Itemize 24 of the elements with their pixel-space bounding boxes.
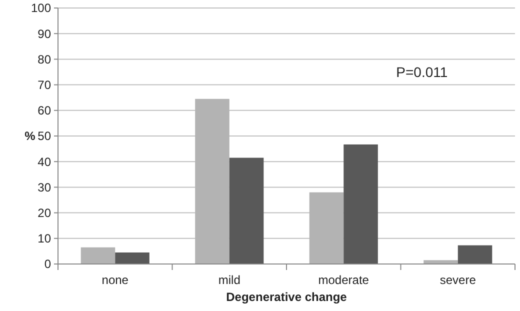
bar <box>229 158 264 264</box>
y-axis-title: % <box>24 129 36 143</box>
y-tick-label: 10 <box>38 232 52 246</box>
bar <box>115 252 150 264</box>
y-tick-label: 60 <box>38 104 52 118</box>
y-tick-label: 30 <box>38 180 52 194</box>
y-tick-label: 70 <box>38 78 52 92</box>
x-tick-label: none <box>102 273 129 287</box>
y-tick-label: 100 <box>30 1 52 16</box>
y-tick-label: 90 <box>38 26 52 41</box>
x-axis-title: Degenerative change <box>226 290 348 304</box>
x-tick-label: severe <box>440 273 476 287</box>
bar <box>80 247 116 264</box>
x-tick-label: mild <box>218 273 240 287</box>
bar <box>458 245 492 264</box>
x-tick-label: moderate <box>318 273 370 287</box>
annotation: P=0.011 <box>396 64 448 80</box>
bar <box>344 144 378 264</box>
y-tick-label: 80 <box>38 52 52 66</box>
y-tick-label: 20 <box>38 206 52 220</box>
y-tick-label: 0 <box>44 257 52 272</box>
y-tick-label: 40 <box>38 154 52 169</box>
bar <box>424 260 458 264</box>
y-tick-label: 50 <box>38 129 52 144</box>
